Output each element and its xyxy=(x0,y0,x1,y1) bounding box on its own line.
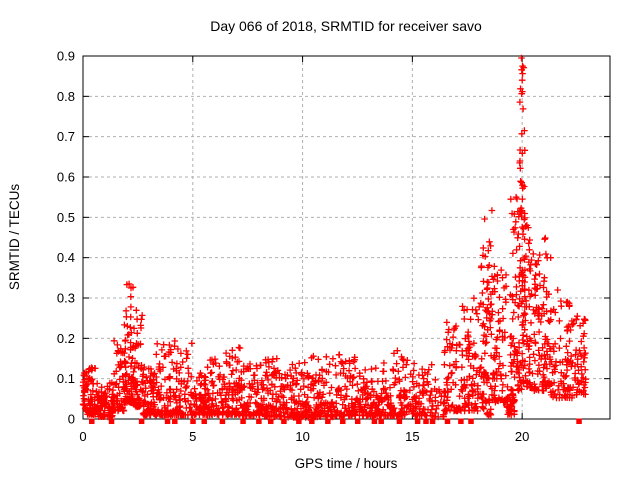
scatter-points xyxy=(79,54,589,421)
zero-value-square-marker xyxy=(89,418,95,424)
zero-value-square-marker xyxy=(281,418,287,424)
y-axis-label: SRMTID / TECUs xyxy=(7,184,22,291)
x-tick-label: 15 xyxy=(405,429,419,444)
zero-value-square-marker xyxy=(458,418,464,424)
zero-value-square-marker xyxy=(240,418,246,424)
zero-value-square-marker xyxy=(354,418,361,424)
zero-value-squares xyxy=(89,418,582,424)
y-tick-label: 0.6 xyxy=(57,170,75,185)
zero-value-square-marker xyxy=(325,418,331,424)
y-tick-label: 0.4 xyxy=(57,250,75,265)
x-tick-label: 5 xyxy=(189,429,196,444)
zero-value-square-marker xyxy=(414,418,421,424)
zero-value-square-marker xyxy=(378,418,384,424)
zero-value-square-marker xyxy=(190,418,196,424)
zero-value-square-marker xyxy=(267,418,274,424)
zero-value-square-marker xyxy=(429,418,436,424)
y-tick-labels: 0 0.1 0.2 0.3 0.4 0.5 0.6 0.7 0.8 0.9 xyxy=(57,49,75,427)
y-tick-label: 0.9 xyxy=(57,49,75,64)
zero-value-square-marker xyxy=(371,418,378,424)
zero-value-square-marker xyxy=(296,418,302,424)
zero-value-square-marker xyxy=(256,418,262,424)
y-tick-label: 0.5 xyxy=(57,210,75,225)
zero-value-square-marker xyxy=(108,418,115,424)
x-tick-label: 0 xyxy=(79,429,86,444)
chart-title: Day 066 of 2018, SRMTID for receiver sav… xyxy=(210,18,482,34)
x-tick-label: 20 xyxy=(515,429,529,444)
y-tick-label: 0.8 xyxy=(57,89,75,104)
plot-border xyxy=(82,55,611,420)
zero-value-square-marker xyxy=(444,418,451,424)
zero-value-square-marker xyxy=(201,418,207,424)
zero-value-square-marker xyxy=(340,418,346,424)
y-tick-label: 0.2 xyxy=(57,331,75,346)
zero-value-square-marker xyxy=(219,418,226,424)
zero-value-square-marker xyxy=(309,418,315,424)
zero-value-square-marker xyxy=(396,418,403,424)
y-tick-label: 0.1 xyxy=(57,371,75,386)
x-tick-label: 10 xyxy=(295,429,309,444)
zero-value-square-marker xyxy=(172,418,178,424)
y-tick-label: 0.7 xyxy=(57,129,75,144)
zero-value-square-marker xyxy=(576,418,582,424)
x-tick-labels: 0 5 10 15 20 xyxy=(79,429,529,444)
y-tick-label: 0.3 xyxy=(57,291,75,306)
y-tick-label: 0 xyxy=(68,412,75,427)
zero-value-square-marker xyxy=(468,418,474,424)
zero-value-square-marker xyxy=(138,418,145,424)
zero-value-square-marker xyxy=(423,418,429,424)
zero-value-square-marker xyxy=(164,418,171,424)
x-axis-label: GPS time / hours xyxy=(295,456,398,471)
